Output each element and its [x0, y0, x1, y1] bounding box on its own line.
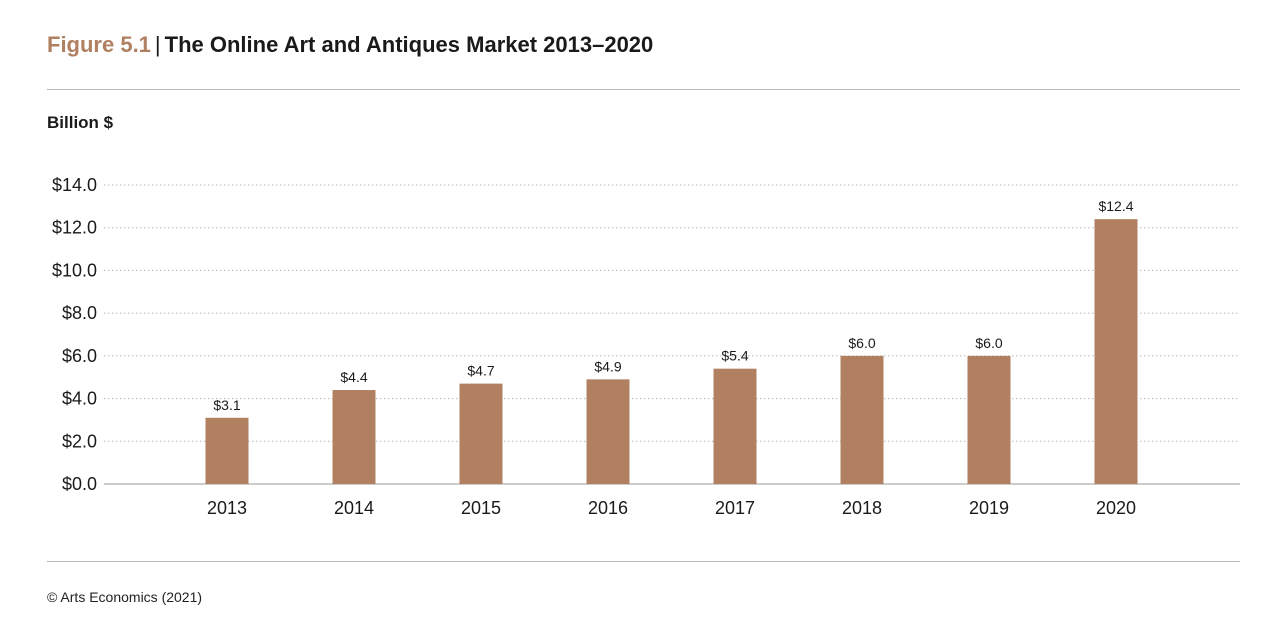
y-tick-label: $0.0: [62, 474, 97, 494]
figure-number: Figure 5.1: [47, 32, 151, 57]
figure-title-row: Figure 5.1 | The Online Art and Antiques M…: [47, 32, 653, 58]
title-separator: |: [154, 32, 161, 57]
y-tick-label: $14.0: [52, 175, 97, 195]
x-tick-label: 2020: [1096, 498, 1136, 518]
x-tick-label: 2015: [461, 498, 501, 518]
y-tick-label: $10.0: [52, 260, 97, 280]
bar-2014: [332, 390, 376, 484]
y-tick-label: $6.0: [62, 346, 97, 366]
bottom-divider: [47, 561, 1240, 562]
y-unit-label: Billion $: [47, 113, 114, 132]
data-label: $6.0: [975, 335, 1002, 351]
data-labels: $3.1 $4.4 $4.7 $4.9 $5.4 $6.0 $6.0 $12.4: [213, 198, 1133, 413]
data-label: $4.4: [340, 369, 367, 385]
bar-2017: [713, 368, 757, 484]
y-axis-ticks: $0.0 $2.0 $4.0 $6.0 $8.0 $10.0 $12.0 $14.0: [52, 175, 97, 494]
data-label: $5.4: [721, 348, 748, 364]
top-divider: [47, 89, 1240, 90]
bar-2018: [840, 355, 884, 484]
bar-2016: [586, 379, 630, 484]
gridlines: [104, 184, 1240, 485]
bar-2015: [459, 383, 503, 484]
data-label: $4.7: [467, 363, 494, 379]
y-tick-label: $4.0: [62, 389, 97, 409]
x-tick-label: 2018: [842, 498, 882, 518]
data-label: $6.0: [848, 335, 875, 351]
data-label: $12.4: [1098, 198, 1133, 214]
y-tick-label: $12.0: [52, 218, 97, 238]
figure-title: The Online Art and Antiques Market 2013–…: [164, 32, 654, 57]
source-credit: © Arts Economics (2021): [47, 589, 203, 605]
data-label: $4.9: [594, 358, 621, 374]
x-tick-label: 2017: [715, 498, 755, 518]
y-tick-label: $2.0: [62, 431, 97, 451]
bars: [205, 219, 1138, 484]
bar-2019: [967, 355, 1011, 484]
x-tick-label: 2014: [334, 498, 374, 518]
x-axis-ticks: 2013 2014 2015 2016 2017 2018 2019 2020: [207, 498, 1136, 518]
x-tick-label: 2016: [588, 498, 628, 518]
x-tick-label: 2019: [969, 498, 1009, 518]
x-tick-label: 2013: [207, 498, 247, 518]
y-tick-label: $8.0: [62, 303, 97, 323]
data-label: $3.1: [213, 397, 240, 413]
bar-2020: [1094, 219, 1138, 484]
bar-2013: [205, 417, 249, 484]
